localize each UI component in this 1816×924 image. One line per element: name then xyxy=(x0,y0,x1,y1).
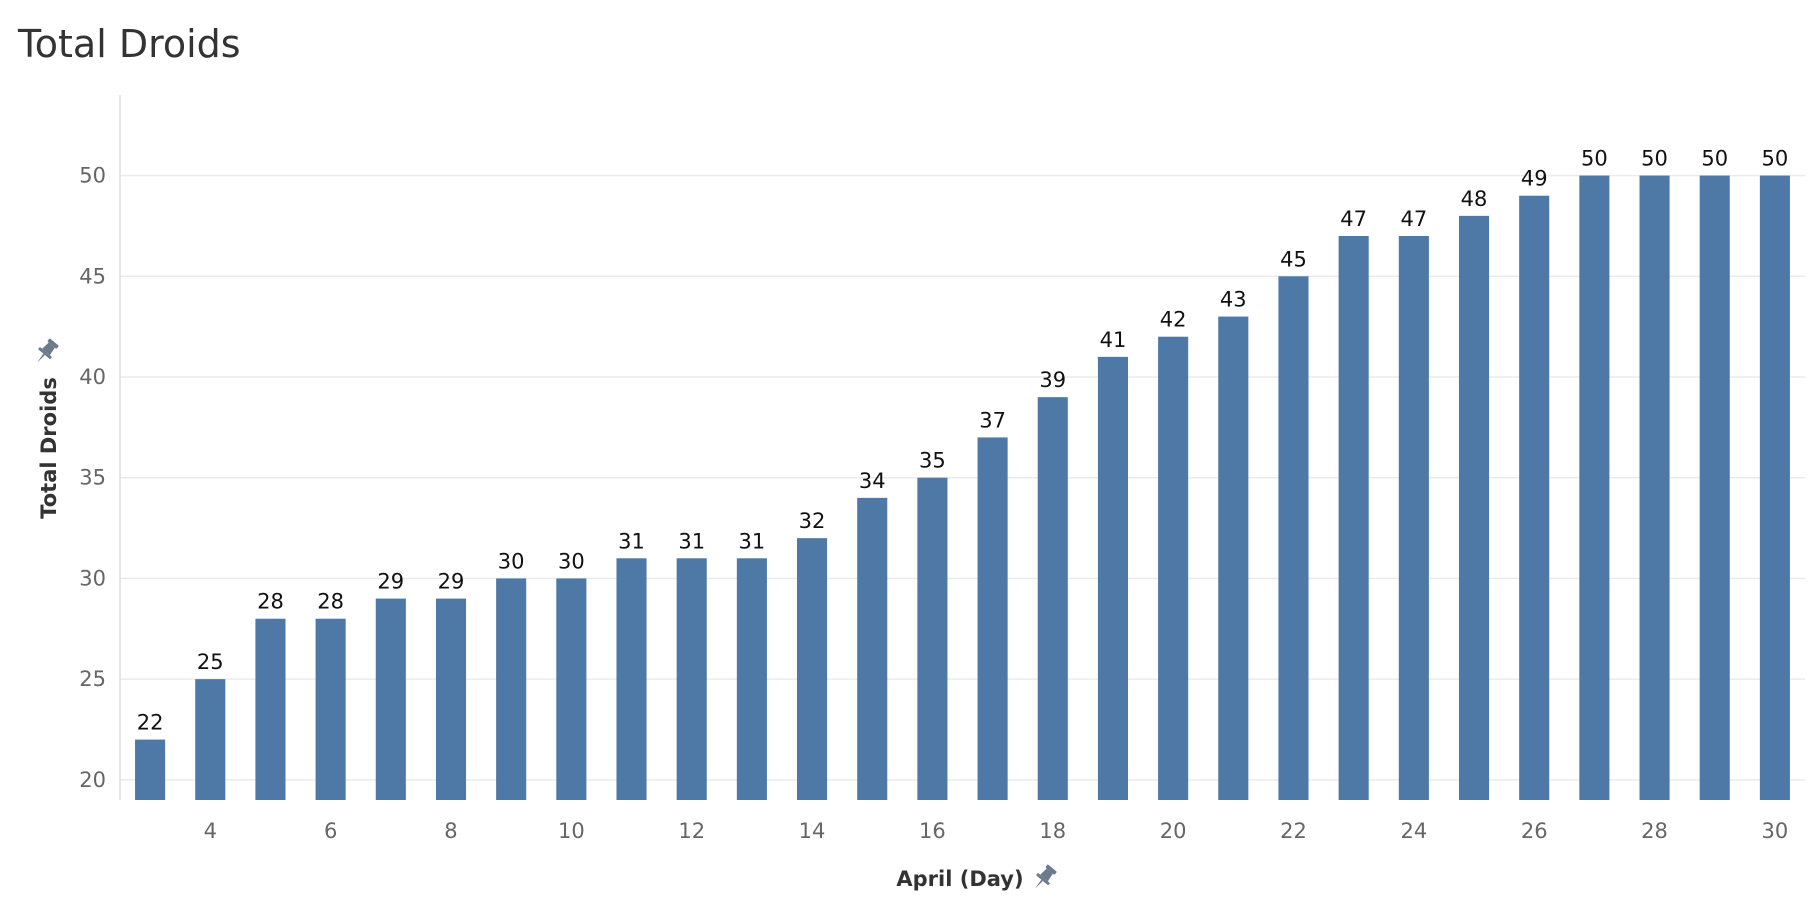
data-label: 49 xyxy=(1521,167,1548,191)
pin-icon xyxy=(37,338,59,363)
bar[interactable] xyxy=(1037,397,1068,800)
chart-title: Total Droids xyxy=(18,22,241,66)
bar[interactable] xyxy=(315,618,346,800)
data-label: 22 xyxy=(137,711,164,735)
y-tick-label: 25 xyxy=(79,667,106,691)
bar[interactable] xyxy=(556,578,587,800)
data-label: 50 xyxy=(1762,147,1789,171)
data-label: 50 xyxy=(1581,147,1608,171)
data-label: 34 xyxy=(859,469,886,493)
bar[interactable] xyxy=(1338,236,1369,800)
data-label: 50 xyxy=(1701,147,1728,171)
bar[interactable] xyxy=(1218,316,1249,800)
y-tick-label: 20 xyxy=(79,768,106,792)
bar[interactable] xyxy=(135,739,166,800)
bar[interactable] xyxy=(255,618,286,800)
data-label: 29 xyxy=(438,570,465,594)
data-label: 29 xyxy=(377,570,404,594)
x-axis-pin[interactable] xyxy=(1029,863,1059,894)
bar[interactable] xyxy=(195,679,226,800)
bar[interactable] xyxy=(435,598,467,800)
x-tick-label: 4 xyxy=(204,819,217,843)
x-tick-label: 24 xyxy=(1400,819,1427,843)
data-label: 30 xyxy=(558,549,585,573)
y-tick-label: 50 xyxy=(79,164,106,188)
x-tick-label: 12 xyxy=(678,819,705,843)
x-tick-label: 20 xyxy=(1160,819,1187,843)
bar[interactable] xyxy=(917,477,948,800)
data-label: 28 xyxy=(257,590,284,614)
x-tick-label: 8 xyxy=(444,819,457,843)
bar[interactable] xyxy=(1278,276,1309,800)
y-tick-label: 30 xyxy=(79,566,106,590)
data-label: 41 xyxy=(1100,328,1127,352)
data-labels: 22 25 28 28 29 29 30 30 31 31 31 32 34 35 37 39 41 42 43 45… xyxy=(137,147,1789,735)
data-label: 25 xyxy=(197,650,224,674)
data-label: 31 xyxy=(618,529,645,553)
bar[interactable] xyxy=(797,538,828,800)
y-tick-label: 45 xyxy=(79,264,106,288)
data-label: 35 xyxy=(919,449,946,473)
data-label: 31 xyxy=(678,529,705,553)
data-label: 30 xyxy=(498,549,525,573)
bar[interactable] xyxy=(1398,236,1429,800)
bar[interactable] xyxy=(1097,356,1128,800)
bar[interactable] xyxy=(736,558,767,800)
data-label: 47 xyxy=(1400,207,1427,231)
data-label: 42 xyxy=(1160,308,1187,332)
bar[interactable] xyxy=(1759,175,1790,801)
x-tick-label: 26 xyxy=(1521,819,1548,843)
pin-icon xyxy=(1035,864,1057,889)
x-tick-label: 30 xyxy=(1762,819,1789,843)
data-label: 37 xyxy=(979,408,1006,432)
y-tick-label: 35 xyxy=(79,466,106,490)
bars xyxy=(135,175,1790,801)
data-label: 32 xyxy=(799,509,826,533)
bar[interactable] xyxy=(676,558,707,800)
data-label: 43 xyxy=(1220,288,1247,312)
x-tick-label: 14 xyxy=(799,819,826,843)
bar[interactable] xyxy=(1158,336,1189,800)
bar[interactable] xyxy=(1458,215,1490,800)
y-axis-title: Total Droids xyxy=(37,377,61,519)
bar[interactable] xyxy=(1579,175,1610,801)
bar[interactable] xyxy=(375,598,406,800)
gridlines xyxy=(120,174,1805,781)
data-label: 48 xyxy=(1461,187,1488,211)
bar[interactable] xyxy=(616,558,647,800)
y-tick-label: 40 xyxy=(79,365,106,389)
x-tick-label: 22 xyxy=(1280,819,1307,843)
x-tick-labels: 4 6 8 10 12 14 16 18 20 22 24 26 28 30 xyxy=(204,819,1789,843)
bar[interactable] xyxy=(1699,175,1730,801)
x-axis-title: April (Day) xyxy=(896,867,1023,891)
data-label: 31 xyxy=(739,529,766,553)
x-tick-label: 6 xyxy=(324,819,337,843)
data-label: 50 xyxy=(1641,147,1668,171)
bar[interactable] xyxy=(857,497,888,800)
x-tick-label: 16 xyxy=(919,819,946,843)
bar[interactable] xyxy=(1519,195,1550,800)
x-tick-label: 10 xyxy=(558,819,585,843)
x-tick-label: 18 xyxy=(1039,819,1066,843)
bar[interactable] xyxy=(977,437,1008,800)
x-tick-label: 28 xyxy=(1641,819,1668,843)
y-tick-labels: 20 25 30 35 40 45 50 xyxy=(79,164,106,792)
data-label: 28 xyxy=(317,590,344,614)
y-axis-title-group: Total Droids xyxy=(37,377,61,519)
bar[interactable] xyxy=(1639,175,1670,801)
bar[interactable] xyxy=(496,578,527,800)
data-label: 47 xyxy=(1340,207,1367,231)
data-label: 45 xyxy=(1280,247,1307,271)
y-axis-pin[interactable] xyxy=(31,337,61,368)
data-label: 39 xyxy=(1039,368,1066,392)
